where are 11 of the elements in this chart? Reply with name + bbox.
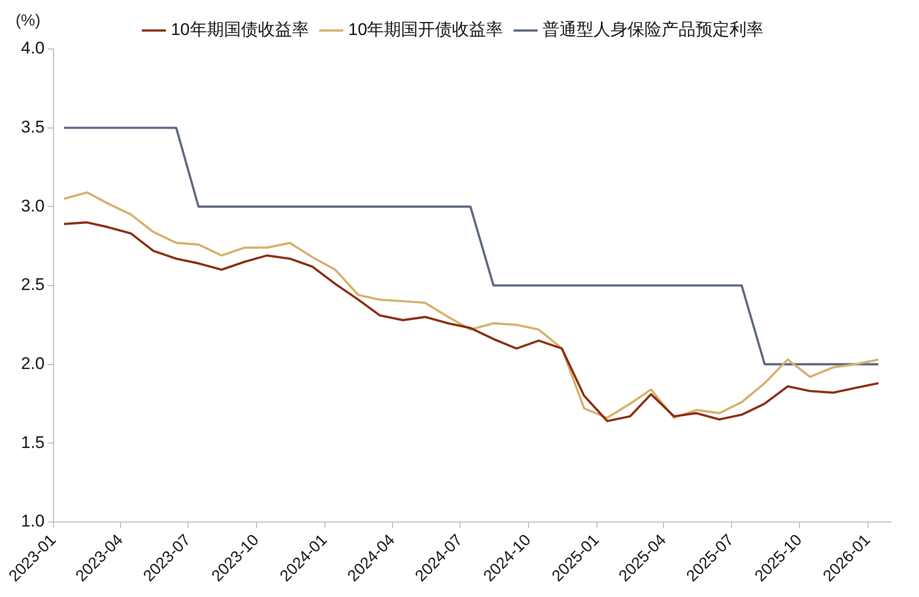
y-tick-label: 1.0 — [20, 512, 45, 531]
y-tick-label: 4.0 — [20, 38, 45, 58]
y-axis-title: (%) — [16, 12, 40, 30]
y-tick-label: 1.5 — [20, 432, 45, 452]
y-tick-label: 3.0 — [20, 196, 45, 216]
y-tick-label: 2.5 — [20, 275, 45, 294]
legend-label: 10年期国债收益率 — [170, 20, 309, 40]
y-tick-label: 3.5 — [20, 118, 45, 137]
legend-label: 10年期国开债收益率 — [348, 20, 504, 40]
y-tick-label: 2.0 — [20, 354, 45, 373]
legend-label: 普通型人身保险产品预定利率 — [542, 20, 764, 40]
